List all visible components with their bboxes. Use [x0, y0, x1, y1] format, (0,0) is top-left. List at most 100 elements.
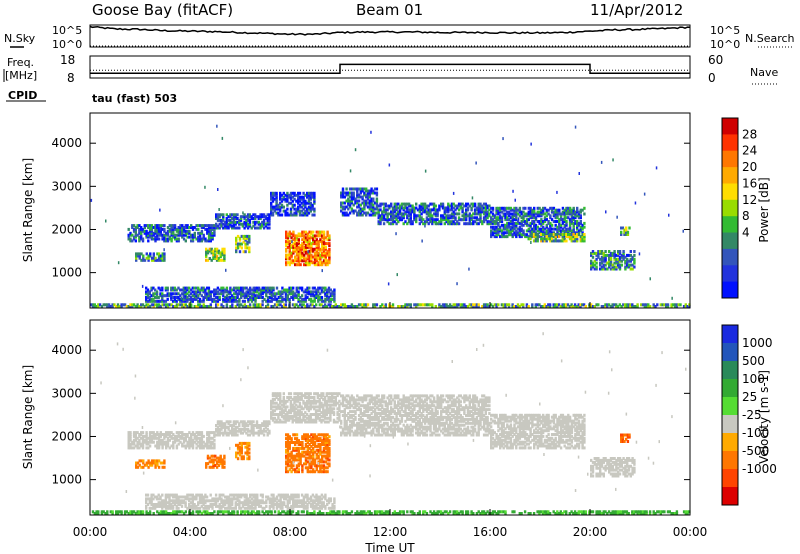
range-cell	[296, 394, 300, 398]
range-cell	[366, 201, 370, 205]
range-cell	[166, 436, 170, 440]
range-cell	[288, 303, 291, 307]
range-cell	[222, 226, 225, 230]
range-cell	[495, 208, 498, 212]
range-cell	[327, 392, 330, 396]
range-cell	[304, 240, 308, 244]
range-cell	[491, 233, 495, 237]
range-cell	[141, 239, 145, 243]
range-cell	[152, 233, 155, 237]
range-cell	[470, 218, 473, 222]
range-cell	[154, 444, 157, 448]
range-cell	[395, 204, 398, 208]
range-cell	[495, 305, 498, 308]
range-cell	[425, 204, 429, 208]
range-cell	[326, 297, 329, 301]
range-cell	[273, 205, 276, 209]
range-cell	[202, 444, 205, 448]
range-cell	[341, 303, 345, 307]
range-cell	[334, 399, 337, 403]
range-cell	[325, 392, 328, 396]
range-cell	[254, 215, 257, 219]
range-cell	[284, 209, 287, 213]
range-cell	[212, 251, 215, 255]
range-cell	[300, 397, 303, 401]
range-cell	[270, 403, 273, 407]
range-cell	[581, 239, 584, 243]
range-cell	[193, 292, 196, 296]
range-cell	[146, 296, 150, 299]
range-cell	[322, 236, 326, 240]
range-cell	[381, 433, 384, 437]
range-cell	[613, 255, 616, 259]
range-cell	[513, 206, 516, 210]
range-cell	[193, 286, 196, 290]
range-cell	[429, 208, 432, 212]
range-cell	[138, 235, 141, 239]
range-cell	[456, 204, 459, 208]
range-cell	[416, 303, 420, 307]
range-cell	[561, 239, 564, 243]
range-cell	[268, 299, 272, 303]
range-cell	[245, 215, 248, 219]
range-cell	[145, 229, 148, 233]
range-cell	[284, 296, 288, 299]
range-cell	[579, 239, 582, 243]
range-cell	[511, 227, 514, 231]
range-cell	[141, 227, 145, 231]
range-cell	[563, 214, 566, 218]
range-cell	[463, 212, 466, 216]
range-cell	[308, 263, 311, 267]
range-cell	[356, 404, 359, 408]
range-cell	[220, 290, 223, 294]
range-cell	[386, 417, 389, 421]
range-cell	[361, 396, 364, 400]
range-cell	[438, 204, 441, 208]
range-cell	[350, 195, 354, 199]
range-cell	[422, 218, 425, 222]
range-cell	[270, 207, 273, 211]
range-cell	[390, 406, 393, 410]
noise-panel: 10^5 10^0 10^5 10^0	[52, 24, 740, 51]
range-cell	[295, 213, 298, 217]
range-cell	[617, 253, 620, 257]
range-cell	[370, 408, 373, 412]
range-cell	[313, 209, 316, 213]
range-cell	[604, 305, 607, 308]
range-cell	[146, 299, 150, 303]
range-cell	[372, 415, 375, 419]
range-cell	[303, 240, 306, 244]
range-cell	[536, 210, 539, 214]
range-cell	[301, 232, 304, 236]
range-cell	[379, 404, 382, 408]
range-cell	[407, 210, 411, 214]
range-cell	[200, 305, 204, 308]
range-cell	[248, 250, 251, 254]
range-cell	[234, 305, 237, 308]
range-cell	[271, 213, 275, 217]
range-cell	[583, 235, 586, 239]
range-cell	[373, 410, 377, 414]
range-cell	[547, 235, 550, 239]
range-cell	[310, 236, 313, 240]
range-cell	[484, 218, 487, 222]
range-cell	[166, 440, 170, 444]
range-cell	[198, 297, 202, 301]
range-cell	[350, 421, 354, 425]
range-cell	[361, 305, 364, 308]
range-cell	[292, 297, 295, 301]
range-cell	[129, 442, 132, 446]
range-cell	[191, 294, 194, 298]
range-cell	[448, 303, 452, 307]
range-cell	[116, 305, 120, 308]
range-cell	[156, 252, 159, 256]
range-cell	[271, 191, 275, 195]
range-cell	[677, 303, 680, 307]
range-cell	[283, 290, 286, 294]
range-cell	[493, 225, 496, 229]
range-cell	[127, 237, 130, 241]
range-cell	[450, 206, 454, 210]
range-cell	[320, 288, 324, 292]
range-cell	[252, 296, 255, 299]
range-cell	[165, 446, 168, 450]
